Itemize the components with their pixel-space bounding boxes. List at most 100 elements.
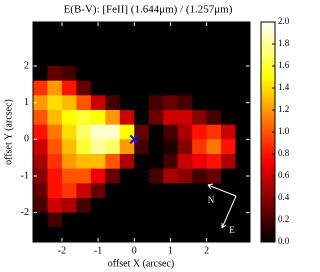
heatmap-cell [61, 139, 77, 155]
heatmap-cell [90, 80, 106, 96]
heatmap-cell [235, 110, 251, 125]
heatmap-cell [61, 198, 77, 213]
heatmap-cell [33, 212, 48, 228]
heatmap-cell [33, 36, 48, 52]
heatmap-cell [163, 66, 178, 81]
heatmap-cell [105, 154, 121, 169]
heatmap-cell [105, 227, 121, 243]
heatmap-cell [177, 110, 193, 125]
x-tick-label: -1 [94, 245, 102, 256]
heatmap-cell [235, 124, 251, 140]
heatmap-cell [47, 36, 63, 52]
heatmap-cell [148, 51, 164, 67]
heatmap-cell [148, 227, 164, 243]
x-axis-label: offset X (arcsec) [108, 258, 174, 269]
heatmap-cell [61, 227, 77, 243]
heatmap-cell [119, 36, 135, 52]
heatmap-cell [61, 124, 77, 140]
heatmap-cell [206, 66, 222, 81]
heatmap-cell [192, 80, 207, 96]
colorbar-tick-label: 1.0 [278, 126, 290, 136]
heatmap-cell [134, 22, 150, 37]
heatmap-cell [177, 139, 193, 155]
heatmap-cell [119, 66, 135, 81]
colorbar-tick-label: 1.8 [278, 38, 290, 48]
heatmap-cell [33, 51, 48, 67]
y-axis-label: offset Y (arcsec) [3, 99, 14, 165]
heatmap-cell [119, 110, 135, 125]
heatmap-cell [47, 80, 63, 96]
heatmap-cell [192, 183, 207, 199]
heatmap-cell [33, 227, 48, 243]
heatmap-cell [177, 22, 193, 37]
heatmap-cell [148, 95, 164, 111]
heatmap-cell [177, 227, 193, 243]
compass-arrows [207, 183, 237, 229]
heatmap-cell [47, 212, 63, 228]
heatmap-cell [148, 36, 164, 52]
heatmap-cell [76, 95, 92, 111]
heatmap-cell [235, 80, 251, 96]
heatmap-cell [76, 51, 92, 67]
heatmap-cell [105, 212, 121, 228]
heatmap-cell [33, 168, 48, 184]
heatmap-cell [119, 154, 135, 169]
heatmap-cell [177, 80, 193, 96]
heatmap-cell [206, 183, 222, 199]
heatmap-cell [76, 124, 92, 140]
heatmap-cell [33, 66, 48, 81]
heatmap-cell [134, 198, 150, 213]
x-tick-label: 1 [168, 245, 173, 256]
heatmap-cell [47, 198, 63, 213]
compass-label: E [229, 225, 235, 235]
heatmap-cell [105, 110, 121, 125]
heatmap-cell [177, 198, 193, 213]
heatmap-cell [33, 154, 48, 169]
heatmap-cell [148, 168, 164, 184]
heatmap-cell [192, 168, 207, 184]
heatmap-cell [192, 110, 207, 125]
heatmap-cell [47, 168, 63, 184]
heatmap-cell [177, 212, 193, 228]
heatmap-cell [163, 36, 178, 52]
heatmap-cell [47, 183, 63, 199]
heatmap-cell [105, 95, 121, 111]
heatmap-cell [90, 198, 106, 213]
heatmap-cell [134, 168, 150, 184]
heatmap-cell [163, 124, 178, 140]
y-tick-label: 2 [24, 60, 29, 71]
colorbar-tick-label: 1.6 [278, 60, 290, 70]
heatmap-cell [105, 36, 121, 52]
heatmap-cell [33, 22, 48, 37]
heatmap-cell [192, 95, 207, 111]
heatmap-cell [47, 66, 63, 81]
heatmap-cell [119, 80, 135, 96]
heatmap-cell [148, 198, 164, 213]
heatmap-cell [235, 212, 251, 228]
heatmap-cell [105, 139, 121, 155]
heatmap-cell [206, 227, 222, 243]
heatmap-cell [105, 66, 121, 81]
heatmap-cell [105, 168, 121, 184]
heatmap-cell [163, 110, 178, 125]
heatmap-cell [163, 51, 178, 67]
heatmap-cell [61, 80, 77, 96]
heatmap-cell [105, 124, 121, 140]
heatmap-cell [221, 198, 236, 213]
heatmap-cell [177, 36, 193, 52]
heatmap-cell [148, 139, 164, 155]
heatmap-cell [33, 95, 48, 111]
heatmap-cell [119, 183, 135, 199]
heatmap-cell [221, 110, 236, 125]
heatmap-cell [61, 22, 77, 37]
heatmap-cell [206, 51, 222, 67]
heatmap-cell [33, 124, 48, 140]
heatmap-cell [105, 51, 121, 67]
heatmap-cell [76, 110, 92, 125]
marker-cross [129, 134, 139, 145]
heatmap-cell [206, 110, 222, 125]
heatmap-cell [134, 51, 150, 67]
heatmap-cell [163, 80, 178, 96]
heatmap-cell [76, 198, 92, 213]
heatmap-cell [90, 154, 106, 169]
